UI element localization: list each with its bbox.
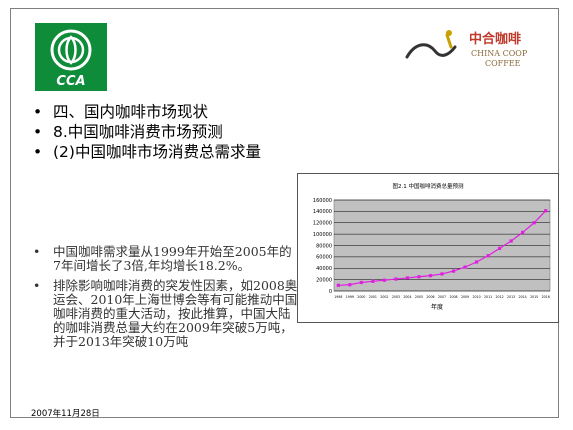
x-tick-label: 2015 — [530, 295, 538, 299]
data-point — [417, 275, 421, 279]
y-tick-label: 100000 — [313, 232, 332, 238]
y-tick-label: 80000 — [316, 243, 332, 249]
data-points — [336, 209, 548, 287]
data-point — [474, 260, 479, 264]
x-tick-label: 2009 — [461, 295, 469, 299]
x-tick-label: 2010 — [472, 295, 480, 299]
x-tick-label: 2007 — [438, 295, 446, 299]
data-point — [394, 277, 398, 281]
x-tick-label: 1999 — [346, 295, 354, 299]
y-tick-label: 0 — [329, 289, 332, 295]
sub-bullet: 中国咖啡需求量从1999年开始至2005年的7年间增长了3倍,年均增长18.2%… — [31, 245, 299, 273]
data-point — [463, 265, 467, 269]
y-tick-label: 140000 — [313, 209, 332, 215]
x-tick-label: 2005 — [415, 295, 423, 299]
svg-text:CCA: CCA — [56, 74, 85, 89]
main-bullet-list: 四、国内咖啡市场现状 8.中国咖啡消费市场预测 (2)中国咖啡市场消费总需求量 — [31, 103, 301, 163]
x-tick-label: 2002 — [380, 295, 388, 299]
gridlines — [334, 199, 550, 292]
cca-logo: CCA — [35, 23, 107, 91]
data-point — [382, 278, 386, 282]
data-point — [509, 239, 513, 243]
main-bullet: 四、国内咖啡市场现状 — [31, 103, 301, 122]
svg-text:CHINA COOP: CHINA COOP — [471, 49, 528, 58]
x-tick-label: 2006 — [426, 295, 434, 299]
sub-bullet-list: 中国咖啡需求量从1999年开始至2005年的7年间增长了3倍,年均增长18.2%… — [31, 245, 299, 355]
y-tick-label: 120000 — [313, 221, 332, 227]
chart-title: 图2.1 中国咖啡消费总量预测 — [393, 182, 464, 190]
x-tick-label: 1998 — [334, 295, 342, 299]
x-tick-label: 2016 — [542, 295, 550, 299]
x-axis-label: 年度 — [431, 303, 443, 311]
x-tick-label: 2004 — [403, 295, 411, 299]
data-point — [428, 274, 433, 278]
footer-date: 2007年11月28日 — [31, 409, 100, 419]
main-bullet: 8.中国咖啡消费市场预测 — [31, 123, 301, 142]
x-tick-label: 2012 — [496, 295, 504, 299]
data-point — [405, 276, 410, 280]
x-tick-label: 2008 — [449, 295, 457, 299]
svg-text:中合咖啡: 中合咖啡 — [469, 31, 521, 47]
china-coop-coffee-logo: 中合咖啡 CHINA COOP COFFEE — [401, 25, 541, 77]
x-tick-label: 2000 — [357, 295, 365, 299]
y-tick-label: 20000 — [316, 277, 332, 283]
x-tick-label: 2014 — [519, 295, 527, 299]
data-point — [440, 272, 444, 276]
main-bullet: (2)中国咖啡市场消费总需求量 — [31, 143, 273, 162]
sub-bullet: 排除影响咖啡消费的突发性因素，如2008奥运会、2010年上海世博会等有可能推动… — [31, 279, 299, 349]
svg-text:COFFEE: COFFEE — [485, 59, 521, 68]
y-tick-label: 160000 — [313, 198, 332, 204]
data-point — [498, 246, 502, 250]
data-point — [359, 280, 363, 285]
x-tick-label: 2011 — [484, 295, 492, 299]
data-point — [532, 221, 536, 225]
consumption-forecast-chart: 图2.1 中国咖啡消费总量预测 0 20000 40000 60000 80000 100… — [297, 173, 559, 323]
y-tick-label: 60000 — [316, 255, 332, 261]
slide: CCA 中合咖啡 CHINA COOP COFFEE 四、国内咖啡市场现状 8.… — [10, 8, 559, 419]
data-point — [544, 209, 548, 213]
data-point — [371, 279, 375, 283]
chart-svg: 图2.1 中国咖啡消费总量预测 0 20000 40000 60000 80000 100… — [313, 182, 551, 311]
x-tick-labels: 1998 1999 2000 2001 2002 2003 2004 2005 2006 2007… — [334, 295, 549, 299]
data-point — [521, 230, 525, 235]
y-tick-labels: 0 20000 40000 60000 80000 100000 120000 140000 1… — [313, 198, 332, 295]
data-point — [486, 254, 490, 258]
data-point — [451, 269, 456, 273]
x-tick-label: 2013 — [507, 295, 515, 299]
data-point — [348, 283, 352, 287]
x-tick-label: 2003 — [392, 295, 400, 299]
x-tick-label: 2001 — [369, 295, 377, 299]
data-point — [336, 283, 340, 287]
y-tick-label: 40000 — [316, 266, 332, 272]
